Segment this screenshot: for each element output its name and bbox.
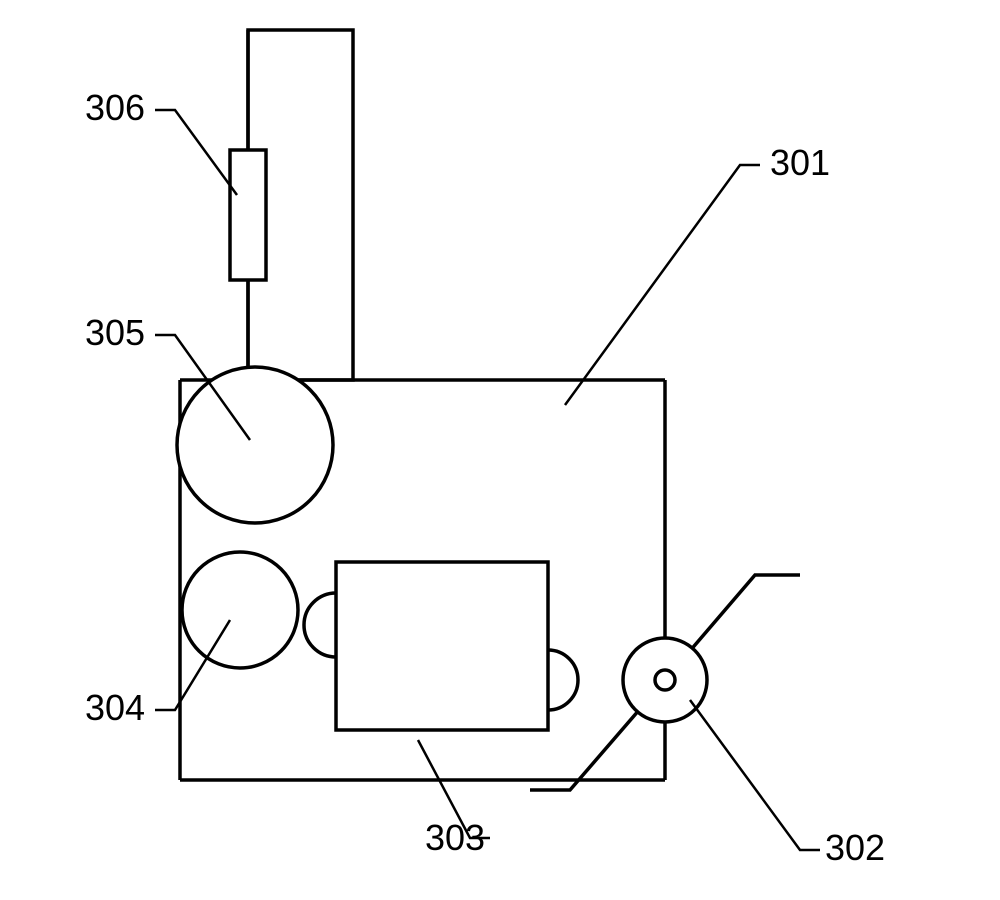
leader-306 <box>155 110 237 195</box>
circle-304 <box>182 552 298 668</box>
leader-302 <box>690 700 820 850</box>
diagram-canvas: 306 305 301 304 303 302 <box>0 0 1000 900</box>
circle-305 <box>177 367 333 523</box>
label-306: 306 <box>85 87 145 128</box>
right-arc <box>548 650 578 710</box>
label-302: 302 <box>825 827 885 868</box>
rect-303 <box>336 562 548 730</box>
label-304: 304 <box>85 687 145 728</box>
circle-302-outer <box>623 638 707 722</box>
label-303: 303 <box>425 817 485 858</box>
label-301: 301 <box>770 142 830 183</box>
left-arc <box>304 593 336 657</box>
box-306 <box>230 150 266 280</box>
label-305: 305 <box>85 312 145 353</box>
leader-301 <box>565 165 760 405</box>
